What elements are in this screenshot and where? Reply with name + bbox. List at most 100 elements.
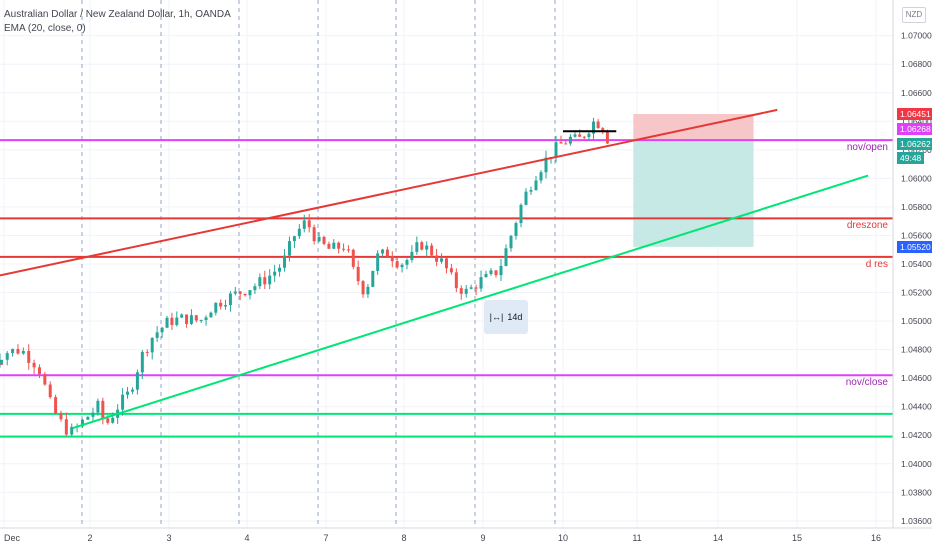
currency-badge[interactable]: NZD	[902, 7, 926, 23]
candle-up	[224, 305, 228, 307]
time-tick-label: 16	[871, 533, 881, 543]
candle-down	[605, 131, 609, 144]
price-axis-background	[893, 0, 932, 550]
price-tick-label: 1.05400	[901, 259, 932, 269]
candle-down	[145, 351, 149, 353]
candle-up	[278, 267, 282, 272]
position-zones[interactable]	[633, 114, 754, 247]
support-trendline[interactable]	[72, 174, 869, 430]
time-tick-label: 10	[558, 533, 568, 543]
candle-up	[121, 394, 125, 410]
candle-down	[559, 142, 563, 144]
candle-up	[366, 286, 370, 295]
chart-title: Australian Dollar / New Zealand Dollar, …	[4, 9, 231, 20]
candle-up	[150, 337, 154, 353]
candle-up	[273, 271, 277, 276]
candle-down	[101, 400, 105, 419]
price-tick-label: 1.05800	[901, 202, 932, 212]
candle-up	[111, 417, 115, 423]
candle-up	[80, 419, 84, 427]
candle-down	[601, 128, 605, 132]
candle-up	[155, 332, 159, 338]
candle-down	[346, 249, 350, 251]
candle-up	[514, 223, 518, 236]
candle-down	[435, 255, 439, 262]
time-tick-label: 2	[87, 533, 92, 543]
indicator-legend[interactable]: EMA (20, close, 0)	[4, 23, 86, 34]
price-tick-label: 1.04200	[901, 430, 932, 440]
candle-down	[351, 249, 355, 267]
horizontal-levels[interactable]	[0, 139, 893, 438]
candle-down	[170, 317, 174, 325]
candle-up	[126, 391, 130, 395]
candle-up	[400, 264, 404, 268]
candle-up	[189, 315, 193, 324]
candle-up	[592, 121, 596, 134]
candle-up	[587, 133, 591, 138]
candle-up	[524, 191, 528, 205]
candle-up	[554, 142, 558, 157]
candle-up	[253, 286, 257, 291]
price-tick-label: 1.04000	[901, 459, 932, 469]
candle-up	[484, 273, 488, 278]
take-profit-zone[interactable]	[633, 140, 754, 247]
candle-up	[405, 259, 409, 265]
candle-up	[214, 302, 218, 313]
candle-up	[489, 270, 493, 274]
candle-down	[494, 270, 498, 276]
time-tick-label: Dec	[4, 533, 21, 543]
candle-up	[0, 362, 3, 365]
candle-down	[238, 291, 242, 294]
candle-up	[180, 314, 184, 318]
candle-down	[194, 315, 198, 321]
candle-down	[564, 143, 568, 145]
date-range-value: 14d	[507, 312, 523, 322]
time-tick-label: 7	[323, 533, 328, 543]
candle-up	[11, 349, 15, 354]
candle-up	[91, 412, 95, 417]
candle-down	[312, 227, 316, 242]
resistance-trendline[interactable]	[0, 108, 778, 277]
candle-up	[70, 426, 74, 435]
price-tag: 1.06451	[897, 108, 932, 121]
candle-up	[410, 251, 414, 260]
date-range-measure[interactable]: |↔| 14d	[484, 300, 528, 334]
candle-up	[509, 235, 513, 249]
candle-up	[165, 317, 169, 328]
price-tick-label: 1.06400	[901, 116, 932, 126]
trendlines[interactable]	[0, 108, 869, 430]
candle-down	[596, 121, 600, 129]
candle-down	[454, 272, 458, 289]
candle-up	[440, 258, 444, 262]
candle-up	[371, 270, 375, 287]
candle-up	[479, 277, 483, 289]
candle-down	[420, 242, 424, 250]
candle-down	[390, 256, 394, 262]
candle-down	[32, 362, 36, 368]
candle-up	[228, 293, 232, 306]
candle-down	[578, 134, 582, 137]
candle-down	[64, 419, 68, 435]
candle-down	[37, 367, 41, 375]
time-axis[interactable]: Dec 2 3 4 7 8 9 10 11 14 15 16	[0, 527, 932, 550]
price-tick-label: 1.04400	[901, 402, 932, 412]
candle-down	[356, 266, 360, 282]
candle-up	[332, 242, 336, 249]
price-tick-label: 1.07000	[901, 31, 932, 41]
candle-up	[268, 275, 272, 285]
level-label: d res	[865, 258, 888, 270]
candle-down	[430, 245, 434, 256]
price-axis[interactable]: 1.03600 1.03800 1.04000 1.04200 1.04400 1.046…	[892, 0, 932, 550]
price-tick-label: 1.03600	[901, 516, 932, 526]
candle-up	[0, 359, 3, 363]
time-tick-label: 8	[401, 533, 406, 543]
candle-up	[204, 317, 208, 321]
price-tick-label: 1.04600	[901, 373, 932, 383]
price-tick-label: 1.06600	[901, 88, 932, 98]
candle-up	[258, 277, 262, 287]
time-tick-label: 3	[166, 533, 171, 543]
candle-down	[582, 136, 586, 138]
candle-up	[160, 327, 164, 333]
level-label: dreszone	[846, 220, 888, 232]
